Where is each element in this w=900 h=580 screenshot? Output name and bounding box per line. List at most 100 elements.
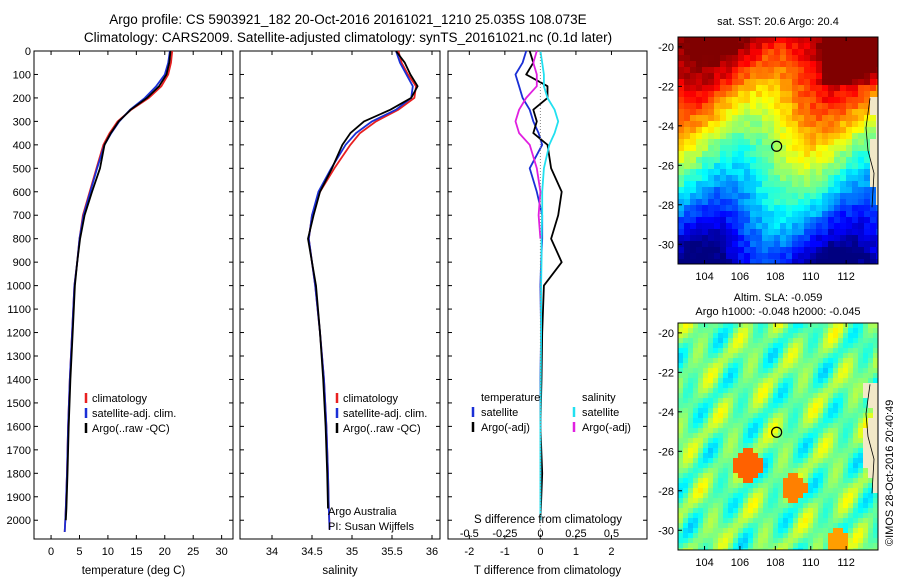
map-cell [768, 169, 775, 176]
map-cell [834, 85, 841, 92]
map-cell [698, 368, 704, 374]
map-cell [713, 443, 719, 449]
map-cell [768, 338, 774, 344]
map-cell [728, 378, 734, 384]
map-cell [678, 217, 685, 224]
map-cell [688, 448, 694, 454]
map-cell [688, 493, 694, 499]
map-cell [798, 223, 805, 230]
map-cell [684, 229, 691, 236]
map-cell [793, 393, 799, 399]
map-cell [818, 423, 824, 429]
map-cell [840, 229, 847, 236]
map-cell [808, 413, 814, 419]
map-cell [803, 363, 809, 369]
map-cell [678, 548, 684, 551]
map-cell [876, 85, 879, 92]
map-cell [848, 368, 854, 374]
map-cell [852, 253, 859, 260]
map-cell [738, 488, 744, 494]
map-cell [723, 323, 729, 329]
map-cell [822, 259, 829, 265]
map-cell [753, 503, 759, 509]
map-cell [828, 139, 835, 146]
map-cell [810, 205, 817, 212]
map-cell [813, 328, 819, 334]
map-cell [783, 518, 789, 524]
map-cell [696, 37, 703, 44]
map-cell [708, 187, 715, 194]
map-cell [762, 79, 769, 86]
map-cell [744, 55, 751, 62]
map-cell [702, 253, 709, 260]
map-cell [833, 508, 839, 514]
map-cell [762, 235, 769, 242]
land-cell [870, 151, 877, 158]
land-cell [873, 413, 879, 419]
map-cell [846, 145, 853, 152]
map-cell [753, 483, 759, 489]
map-cell [703, 388, 709, 394]
map-cell [738, 223, 745, 230]
map-cell [788, 473, 794, 479]
map-cell [733, 518, 739, 524]
map-cell [750, 229, 757, 236]
map-cell [714, 157, 721, 164]
map-cell [683, 328, 689, 334]
map-cell [780, 43, 787, 50]
map-cell [863, 328, 869, 334]
map-cell [743, 468, 749, 474]
map-cell [803, 403, 809, 409]
map-cell [858, 247, 865, 254]
land-cell [863, 388, 869, 394]
map-cell [852, 133, 859, 140]
map-cell [793, 408, 799, 414]
map-cell [828, 55, 835, 62]
map-cell [792, 127, 799, 134]
map-cell [852, 97, 859, 104]
map-cell [756, 127, 763, 134]
map-cell [763, 438, 769, 444]
map-cell [702, 79, 709, 86]
map-cell [804, 97, 811, 104]
map-cell [793, 523, 799, 529]
map-cell [793, 403, 799, 409]
land-cell [868, 448, 874, 454]
map-cell [743, 363, 749, 369]
map-cell [808, 363, 814, 369]
map-cell [818, 433, 824, 439]
map-cell [818, 368, 824, 374]
map-cell [853, 448, 859, 454]
map-cell [804, 241, 811, 248]
map-cell [853, 473, 859, 479]
map-cell [864, 121, 871, 128]
map-cell [702, 115, 709, 122]
map-cell [738, 127, 745, 134]
map-cell [780, 181, 787, 188]
map-cell [803, 328, 809, 334]
map-cell [798, 181, 805, 188]
map-cell [873, 348, 879, 354]
map-cell [750, 199, 757, 206]
map-cell [750, 145, 757, 152]
map-cell [738, 211, 745, 218]
map-cell [718, 358, 724, 364]
map-cell [840, 73, 847, 80]
map-cell [792, 91, 799, 98]
map-cell [843, 458, 849, 464]
map-cell [684, 115, 691, 122]
map-y-tick-label: -26 [658, 160, 674, 172]
map-cell [708, 543, 714, 549]
map-cell [786, 229, 793, 236]
map-cell [803, 463, 809, 469]
x-axis-label: temperature (deg C) [82, 565, 186, 577]
map-cell [778, 543, 784, 549]
map-cell [774, 247, 781, 254]
map-cell [840, 181, 847, 188]
map-cell [852, 169, 859, 176]
map-cell [833, 353, 839, 359]
map-cell [852, 103, 859, 110]
map-cell [702, 157, 709, 164]
map-cell [780, 145, 787, 152]
map-cell [768, 448, 774, 454]
